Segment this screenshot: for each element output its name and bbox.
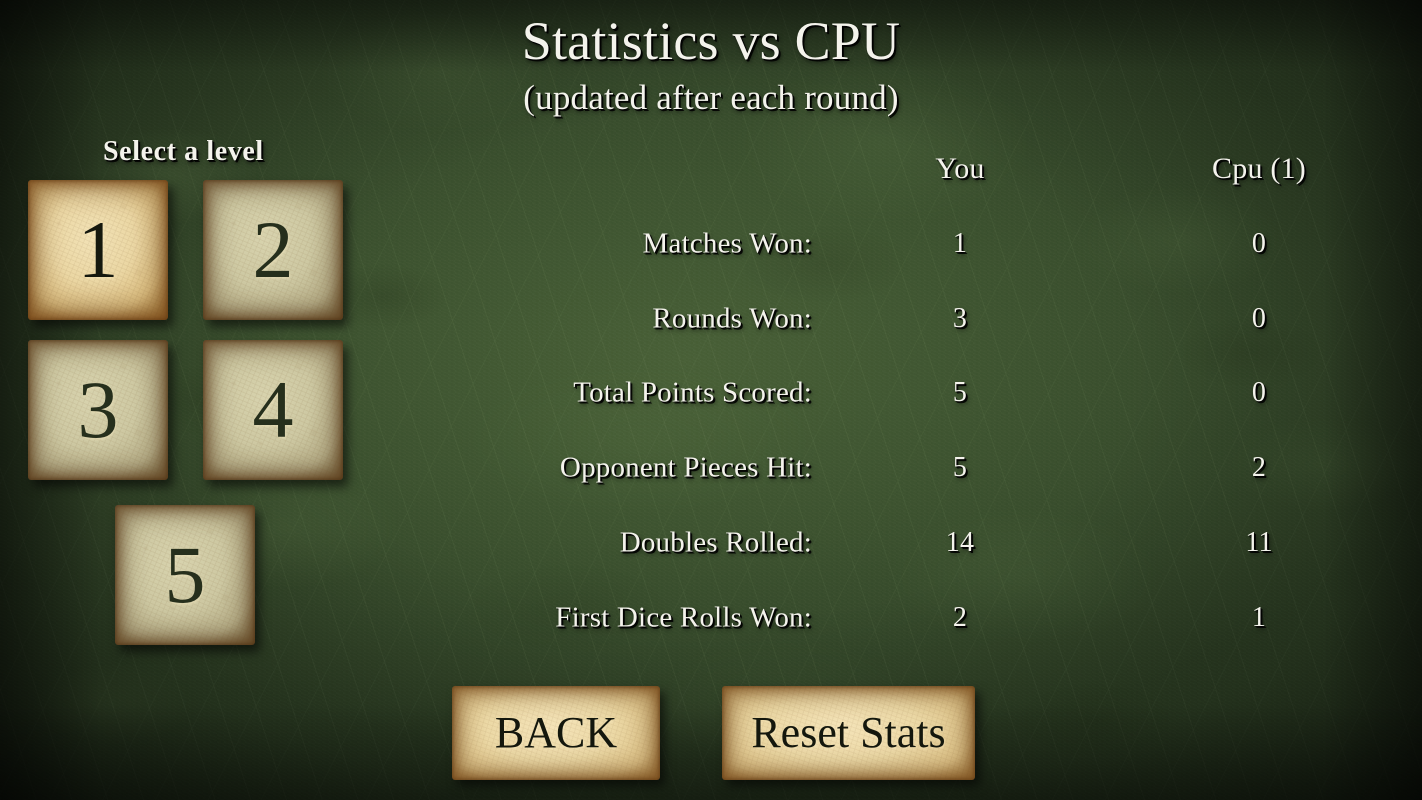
select-level-label: Select a level xyxy=(103,136,264,167)
level-tile-3[interactable]: 3 xyxy=(28,340,168,480)
stat-cpu-opponent-pieces-hit: 2 xyxy=(1251,452,1267,483)
column-header-you: You xyxy=(935,152,985,185)
level-tile-4[interactable]: 4 xyxy=(203,340,343,480)
stat-you-rounds-won: 3 xyxy=(952,303,968,334)
column-header-cpu: Cpu (1) xyxy=(1212,152,1306,185)
parchment-surface xyxy=(115,505,255,645)
back-button-label: BACK xyxy=(494,708,618,757)
stat-cpu-rounds-won: 0 xyxy=(1251,303,1267,334)
parchment-surface xyxy=(28,180,168,320)
level-tile-2[interactable]: 2 xyxy=(203,180,343,320)
stat-you-total-points-scored: 5 xyxy=(952,377,968,408)
stat-cpu-doubles-rolled: 11 xyxy=(1245,527,1273,558)
level-tile-5[interactable]: 5 xyxy=(115,505,255,645)
stat-cpu-total-points-scored: 0 xyxy=(1251,377,1267,408)
stat-you-matches-won: 1 xyxy=(952,228,968,259)
back-button[interactable]: BACK xyxy=(452,686,660,780)
reset-stats-button-label: Reset Stats xyxy=(751,708,946,757)
parchment-grain xyxy=(203,340,343,480)
parchment-surface xyxy=(722,686,975,780)
stat-cpu-first-dice-rolls-won: 1 xyxy=(1251,602,1267,633)
stat-you-first-dice-rolls-won: 2 xyxy=(952,602,968,633)
stat-label-doubles-rolled: Doubles Rolled: xyxy=(619,526,812,559)
stat-cpu-matches-won: 0 xyxy=(1251,228,1267,259)
stat-label-rounds-won: Rounds Won: xyxy=(652,302,812,335)
parchment-grain xyxy=(28,180,168,320)
stat-label-total-points-scored: Total Points Scored: xyxy=(573,376,812,409)
stat-you-opponent-pieces-hit: 5 xyxy=(952,452,968,483)
stat-label-matches-won: Matches Won: xyxy=(642,227,812,260)
parchment-grain xyxy=(203,180,343,320)
parchment-grain xyxy=(452,686,660,780)
reset-stats-button[interactable]: Reset Stats xyxy=(722,686,975,780)
page-title: Statistics vs CPU xyxy=(521,11,901,71)
stat-you-doubles-rolled: 14 xyxy=(945,527,975,558)
parchment-grain xyxy=(115,505,255,645)
level-tile-1[interactable]: 1 xyxy=(28,180,168,320)
parchment-surface xyxy=(452,686,660,780)
page-subtitle: (updated after each round) xyxy=(523,78,899,117)
parchment-grain xyxy=(722,686,975,780)
parchment-surface xyxy=(203,340,343,480)
parchment-surface xyxy=(28,340,168,480)
parchment-surface xyxy=(203,180,343,320)
stat-label-first-dice-rolls-won: First Dice Rolls Won: xyxy=(555,601,812,634)
parchment-grain xyxy=(28,340,168,480)
stat-label-opponent-pieces-hit: Opponent Pieces Hit: xyxy=(559,451,812,484)
